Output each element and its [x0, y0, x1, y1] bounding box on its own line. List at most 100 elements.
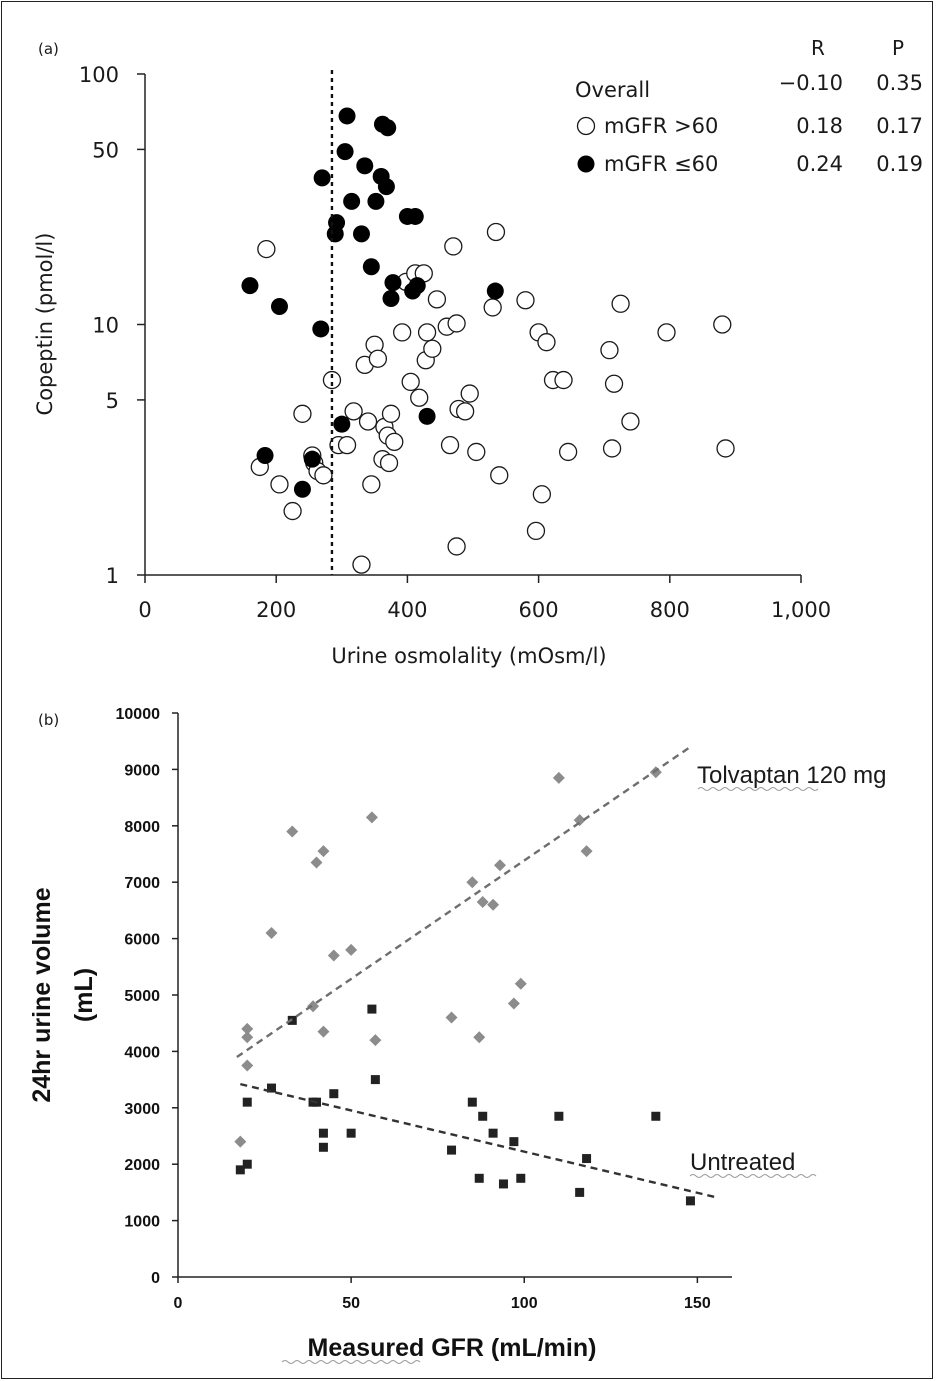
data-point-untreated — [498, 1179, 508, 1189]
data-point-low-gfr — [406, 207, 424, 225]
y-tick-label: 1000 — [124, 1214, 160, 1231]
trend-line-untreated — [240, 1082, 715, 1199]
panel-b-y-axis-label-line2: (mL) — [70, 968, 98, 1022]
y-tick-label: 10000 — [116, 706, 161, 723]
data-point-low-gfr — [256, 446, 274, 464]
data-point-untreated — [318, 1128, 328, 1138]
data-point-high-gfr — [362, 475, 381, 494]
panel-b-points — [234, 766, 695, 1206]
panel-a-legend: R P Overall −0.10 0.35 mGFR >60 0.18 0.1… — [575, 36, 923, 176]
data-point-high-gfr — [447, 314, 466, 333]
data-point-low-gfr — [384, 274, 402, 292]
data-point-tolvaptan — [369, 1034, 382, 1047]
data-point-untreated — [242, 1159, 252, 1169]
data-point-high-gfr — [532, 485, 552, 504]
legend-row-low-gfr-label: mGFR ≤60 — [604, 152, 718, 176]
legend-row-overall-r: −0.10 — [779, 71, 843, 95]
data-point-high-gfr — [322, 370, 342, 390]
x-tick-label: 1,000 — [771, 598, 831, 622]
data-point-low-gfr — [486, 282, 504, 300]
x-tick-label: 200 — [256, 598, 296, 622]
data-point-tolvaptan — [507, 997, 520, 1010]
y-tick-label: 4000 — [124, 1044, 160, 1061]
data-point-low-gfr — [313, 169, 331, 187]
data-point-tolvaptan — [286, 825, 299, 838]
spellcheck-underline — [697, 787, 819, 791]
data-point-untreated — [474, 1173, 484, 1183]
data-point-high-gfr — [401, 372, 420, 392]
panel-b-x-axis-label: Measured GFR (mL/min) — [308, 1334, 597, 1362]
y-tick-label: 5000 — [124, 988, 160, 1005]
data-point-tolvaptan — [234, 1135, 247, 1148]
panel-a-y-axis-label: Copeptin (pmol/l) — [33, 233, 57, 416]
data-point-tolvaptan — [317, 845, 330, 858]
data-point-untreated — [467, 1097, 477, 1107]
data-point-tolvaptan — [345, 943, 358, 956]
data-point-low-gfr — [352, 225, 370, 243]
data-point-high-gfr — [385, 432, 404, 452]
data-point-untreated — [582, 1154, 592, 1164]
legend-row-low-gfr-r: 0.24 — [796, 152, 843, 176]
data-point-tolvaptan — [466, 876, 479, 889]
data-point-high-gfr — [293, 404, 312, 423]
data-point-untreated — [266, 1083, 276, 1093]
data-point-high-gfr — [467, 442, 486, 462]
data-point-tolvaptan — [445, 1011, 458, 1024]
legend-filled-circle-icon — [577, 155, 595, 173]
data-point-high-gfr — [444, 237, 463, 256]
data-point-low-gfr — [338, 107, 356, 125]
data-point-high-gfr — [602, 439, 622, 458]
legend-row-high-gfr-label: mGFR >60 — [604, 114, 718, 138]
x-tick-label: 150 — [684, 1295, 711, 1312]
data-point-untreated — [370, 1075, 380, 1085]
data-point-untreated — [516, 1173, 526, 1183]
data-point-high-gfr — [490, 466, 509, 485]
data-point-high-gfr — [314, 466, 333, 485]
data-point-low-gfr — [362, 258, 380, 276]
data-point-tolvaptan — [327, 949, 340, 962]
data-point-low-gfr — [356, 157, 374, 175]
data-point-tolvaptan — [365, 811, 378, 824]
x-tick-label: 400 — [387, 598, 427, 622]
data-point-low-gfr — [379, 119, 397, 137]
data-point-high-gfr — [417, 323, 437, 342]
data-point-high-gfr — [716, 439, 735, 458]
legend-row-high-gfr-p: 0.17 — [876, 114, 923, 138]
data-point-high-gfr — [344, 402, 363, 421]
spellcheck-underline — [689, 1174, 817, 1178]
data-point-untreated — [554, 1111, 564, 1121]
x-tick-label: 0 — [138, 598, 151, 622]
data-point-tolvaptan — [265, 926, 278, 939]
data-point-low-gfr — [408, 277, 426, 295]
data-point-low-gfr — [418, 407, 436, 425]
y-tick-label: 8000 — [124, 819, 160, 836]
trend-line-tolvaptan — [236, 745, 692, 1059]
data-point-tolvaptan — [310, 856, 323, 869]
data-point-untreated — [488, 1128, 498, 1138]
data-point-low-gfr — [303, 450, 321, 468]
data-point-untreated — [575, 1187, 585, 1197]
y-tick-label: 100 — [79, 63, 119, 87]
data-point-low-gfr — [367, 192, 385, 210]
data-point-untreated — [685, 1196, 695, 1206]
data-point-untreated — [509, 1137, 519, 1147]
data-point-high-gfr — [283, 501, 302, 521]
data-point-untreated — [651, 1111, 661, 1121]
data-point-high-gfr — [379, 453, 399, 473]
data-point-high-gfr — [393, 323, 412, 342]
data-point-high-gfr — [537, 333, 556, 352]
panel-a-y-ticks: 1 5 10 50 100 — [79, 63, 145, 588]
data-point-low-gfr — [293, 480, 311, 498]
data-point-high-gfr — [257, 239, 276, 259]
x-tick-label: 0 — [174, 1295, 183, 1312]
data-point-tolvaptan — [552, 771, 565, 784]
legend-header-r: R — [811, 36, 825, 60]
x-tick-label: 600 — [519, 598, 559, 622]
data-point-untreated — [235, 1165, 245, 1175]
data-point-high-gfr — [713, 315, 732, 334]
annotation-tolvaptan: Tolvaptan 120 mg — [697, 762, 886, 789]
data-point-low-gfr — [328, 214, 346, 232]
data-point-tolvaptan — [473, 1031, 486, 1044]
